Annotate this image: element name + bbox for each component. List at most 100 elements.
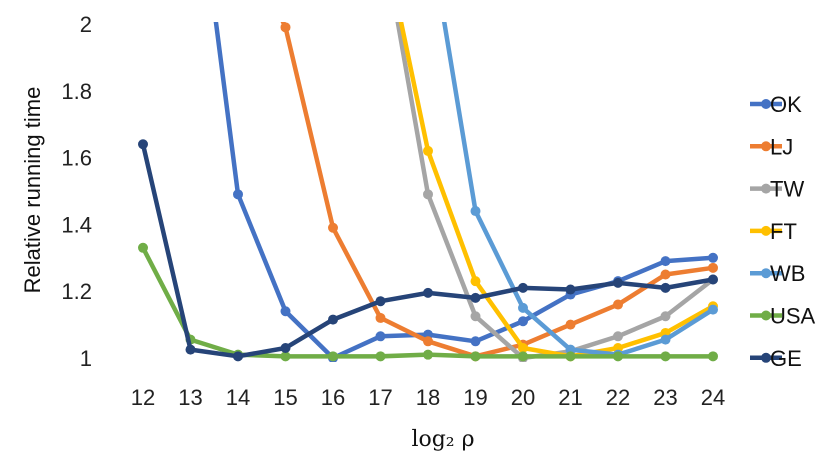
data-point-lj <box>660 269 671 280</box>
legend-item-ft: FT <box>750 219 797 244</box>
legend-item-usa: USA <box>750 304 816 329</box>
data-point-usa <box>138 242 148 253</box>
data-point-usa <box>470 351 481 362</box>
x-tick-label: 24 <box>701 385 725 410</box>
data-point-ok <box>375 331 386 342</box>
data-point-ge <box>470 292 481 303</box>
data-point-tw <box>613 331 623 342</box>
data-point-ft <box>470 276 481 287</box>
legend-swatch-marker <box>761 183 771 194</box>
data-point-ge <box>708 274 718 285</box>
legend-swatch-marker <box>761 268 771 279</box>
data-point-usa <box>280 351 291 362</box>
y-tick-label: 1 <box>80 346 92 371</box>
legend-label: USA <box>770 304 816 329</box>
y-tick-label: 2 <box>80 12 92 37</box>
data-point-tw <box>660 311 671 322</box>
series-lj <box>280 22 718 362</box>
legend-item-ge: GE <box>750 346 802 371</box>
data-point-lj <box>280 22 291 33</box>
data-point-ge <box>660 282 671 293</box>
data-point-ok <box>470 336 481 347</box>
legend-label: GE <box>770 346 802 371</box>
y-axis-ticks: 1 1.2 1.4 1.6 1.8 2 <box>61 12 92 371</box>
y-axis-label: Relative running time <box>20 87 45 294</box>
data-point-ge <box>613 277 623 288</box>
data-point-ge <box>328 314 338 325</box>
legend-label: OK <box>770 92 802 117</box>
data-point-ft <box>518 342 528 353</box>
y-tick-label: 1.8 <box>61 79 92 104</box>
data-point-ok <box>660 256 671 267</box>
x-tick-label: 17 <box>368 385 392 410</box>
x-tick-label: 16 <box>321 385 345 410</box>
legend-swatch-marker <box>761 141 771 152</box>
data-point-lj <box>613 299 623 310</box>
data-point-lj <box>423 336 433 347</box>
data-point-lj <box>708 262 718 273</box>
data-point-ge <box>185 344 196 355</box>
series-line-ft <box>398 22 716 359</box>
x-tick-label: 12 <box>131 385 155 410</box>
plot-area <box>138 22 718 362</box>
data-point-usa <box>708 351 718 362</box>
data-point-ge <box>280 342 291 353</box>
y-tick-label: 1.6 <box>61 146 92 171</box>
legend-item-wb: WB <box>750 261 805 286</box>
legend-item-ok: OK <box>750 92 802 117</box>
data-point-usa <box>565 351 576 362</box>
legend-swatch-marker <box>761 310 771 321</box>
data-point-lj <box>375 312 386 323</box>
y-tick-label: 1.4 <box>61 212 92 237</box>
data-point-tw <box>423 189 433 200</box>
data-point-ok <box>280 306 291 317</box>
data-point-ge <box>423 287 433 298</box>
legend-swatch-marker <box>761 225 771 236</box>
data-point-usa <box>613 351 623 362</box>
legend-item-tw: TW <box>750 177 804 202</box>
data-point-usa <box>518 351 528 362</box>
x-tick-label: 23 <box>653 385 677 410</box>
data-point-ok <box>708 252 718 263</box>
x-axis-ticks: 12 13 14 15 16 17 18 19 20 21 22 23 24 <box>131 385 725 410</box>
x-tick-label: 21 <box>558 385 582 410</box>
data-point-ft <box>423 145 433 156</box>
x-tick-label: 20 <box>511 385 535 410</box>
legend-swatch-marker <box>761 352 771 363</box>
data-point-ge <box>518 282 528 293</box>
x-tick-label: 18 <box>416 385 440 410</box>
series-ft <box>398 22 718 362</box>
y-tick-label: 1.2 <box>61 279 92 304</box>
legend-label: TW <box>770 177 804 202</box>
series-line-ge <box>140 141 716 359</box>
legend-label: FT <box>770 219 797 244</box>
legend-swatch-marker <box>761 99 771 109</box>
data-point-ge <box>233 351 243 362</box>
legend-label: LJ <box>770 134 793 159</box>
data-point-usa <box>660 351 671 362</box>
data-point-usa <box>328 351 338 362</box>
data-point-wb <box>708 304 718 315</box>
data-point-ge <box>138 139 148 150</box>
data-point-lj <box>565 319 576 330</box>
data-point-ok <box>233 189 243 200</box>
legend: OK LJ TW FT WB USA GE <box>750 92 816 371</box>
data-point-ge <box>565 284 576 295</box>
data-point-wb <box>660 334 671 345</box>
data-point-ok <box>518 316 528 327</box>
series-ge <box>138 139 718 362</box>
x-tick-label: 15 <box>273 385 297 410</box>
data-point-wb <box>470 206 481 217</box>
legend-label: WB <box>770 261 805 286</box>
data-point-tw <box>470 311 481 322</box>
series-line-tw <box>395 22 716 361</box>
x-tick-label: 22 <box>606 385 630 410</box>
data-point-wb <box>518 302 528 313</box>
x-tick-label: 13 <box>178 385 202 410</box>
series-line-ok <box>213 22 716 361</box>
data-point-lj <box>328 222 338 233</box>
data-point-usa <box>423 349 433 360</box>
data-point-ge <box>375 296 386 307</box>
data-point-usa <box>375 351 386 362</box>
